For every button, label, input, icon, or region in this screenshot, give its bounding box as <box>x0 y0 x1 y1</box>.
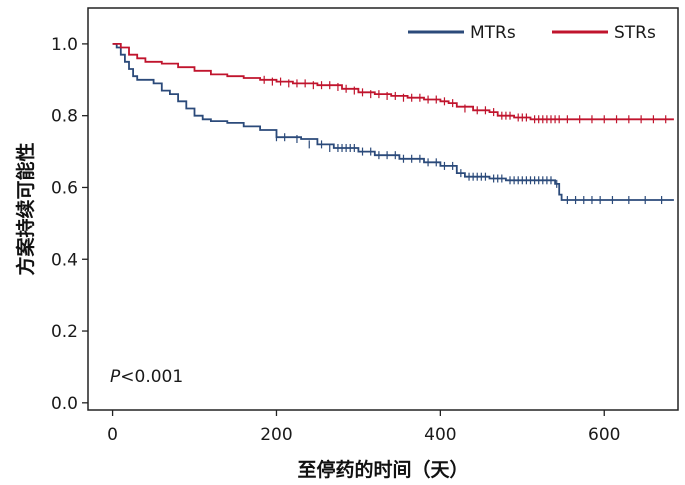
y-tick-label: 0.8 <box>51 107 78 127</box>
x-tick-label: 400 <box>424 425 456 445</box>
plot-area-frame <box>87 7 679 411</box>
p-value-text: <0.001 <box>120 367 183 387</box>
p-value-annotation: P<0.001 <box>110 367 183 387</box>
series-layer <box>112 43 674 205</box>
y-axis-title: 方案持续可能性 <box>14 142 37 275</box>
series-line-strs <box>112 43 674 121</box>
y-tick-label: 0.0 <box>51 394 78 414</box>
y-tick-label: 0.2 <box>51 322 78 342</box>
x-axis-title: 至停药的时间（天） <box>297 458 468 481</box>
legend-label-mtrs: MTRs <box>470 23 516 43</box>
legend-label-strs: STRs <box>614 23 656 43</box>
y-tick-label: 1.0 <box>51 35 78 55</box>
x-tick-label: 600 <box>588 425 620 445</box>
x-tick-label: 0 <box>107 425 118 445</box>
series-line-mtrs <box>112 43 674 201</box>
legend: MTRs STRs <box>408 23 656 43</box>
y-tick-label: 0.6 <box>51 178 78 198</box>
p-value-italic: P <box>110 367 121 387</box>
axis-ticks: 0 200 400 600 0.0 0.2 0.4 0.6 0.8 1.0 <box>51 35 621 445</box>
x-tick-label: 200 <box>260 425 292 445</box>
y-tick-label: 0.4 <box>51 250 78 270</box>
